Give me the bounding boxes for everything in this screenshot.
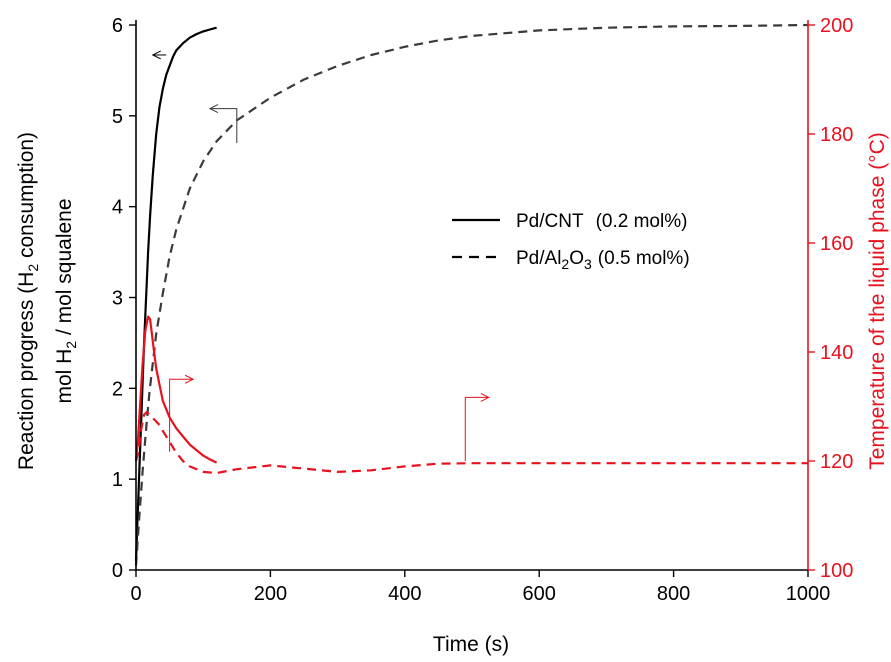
axis-arrow-head-1 (208, 104, 219, 114)
y2-tick-label: 200 (820, 15, 853, 37)
y-tick-label: 3 (112, 288, 123, 310)
axis-arrow-head-2 (184, 374, 195, 384)
legend-label-pdcnt: Pd/CNT (0.2 mol%) (516, 211, 687, 232)
series-layer (134, 23, 809, 566)
x-tick-label: 1000 (786, 583, 831, 605)
y-axis-title-line2: mol H2 / mol squalene (53, 198, 79, 403)
y2-tick-label: 180 (820, 124, 853, 146)
y-tick-label: 4 (112, 197, 123, 219)
axes-layer (135, 20, 809, 571)
x-tick-label: 600 (523, 583, 556, 605)
axis-arrow-head-3 (480, 392, 490, 402)
x-axis-title: Time (s) (433, 633, 509, 656)
y-tick-label: 0 (112, 560, 123, 582)
y-tick-label: 6 (112, 15, 123, 37)
x-tick-label: 800 (657, 583, 690, 605)
x-tick-label: 200 (254, 583, 287, 605)
y-tick-label: 2 (112, 378, 123, 400)
legend-label-pdal2o3: Pd/Al2O3 (0.5 mol%) (516, 248, 690, 272)
y-axis-title-line1: Reaction progress (H2 consumption) (15, 132, 41, 470)
x-tick-label: 400 (388, 583, 421, 605)
axis-arrow-head-0 (151, 50, 162, 60)
x-tick-label: 0 (130, 583, 141, 605)
y2-axis-title: Temperature of the liquid phase (°C) (866, 132, 889, 470)
ticks-layer: 0 200 400 600 800 1000 0 1 2 3 4 5 6 100 120 140 160 180 2… (112, 15, 854, 605)
axis-arrow-3 (464, 396, 489, 461)
legend: Pd/CNT (0.2 mol%) Pd/Al2O3 (0.5 mol%) (452, 211, 690, 272)
y-tick-label: 1 (112, 469, 123, 491)
series-line-0 (134, 26, 217, 561)
series-line-1 (134, 23, 809, 566)
axis-arrow-1 (209, 108, 238, 144)
y-tick-label: 5 (112, 106, 123, 128)
axis-arrow-2 (169, 378, 194, 452)
y2-tick-label: 120 (820, 451, 853, 473)
annotation-layer (151, 50, 490, 461)
y2-tick-label: 100 (820, 560, 853, 582)
series-line-3 (134, 410, 808, 475)
y2-tick-label: 140 (820, 342, 853, 364)
y2-tick-label: 160 (820, 233, 853, 255)
series-line-2 (134, 315, 218, 464)
